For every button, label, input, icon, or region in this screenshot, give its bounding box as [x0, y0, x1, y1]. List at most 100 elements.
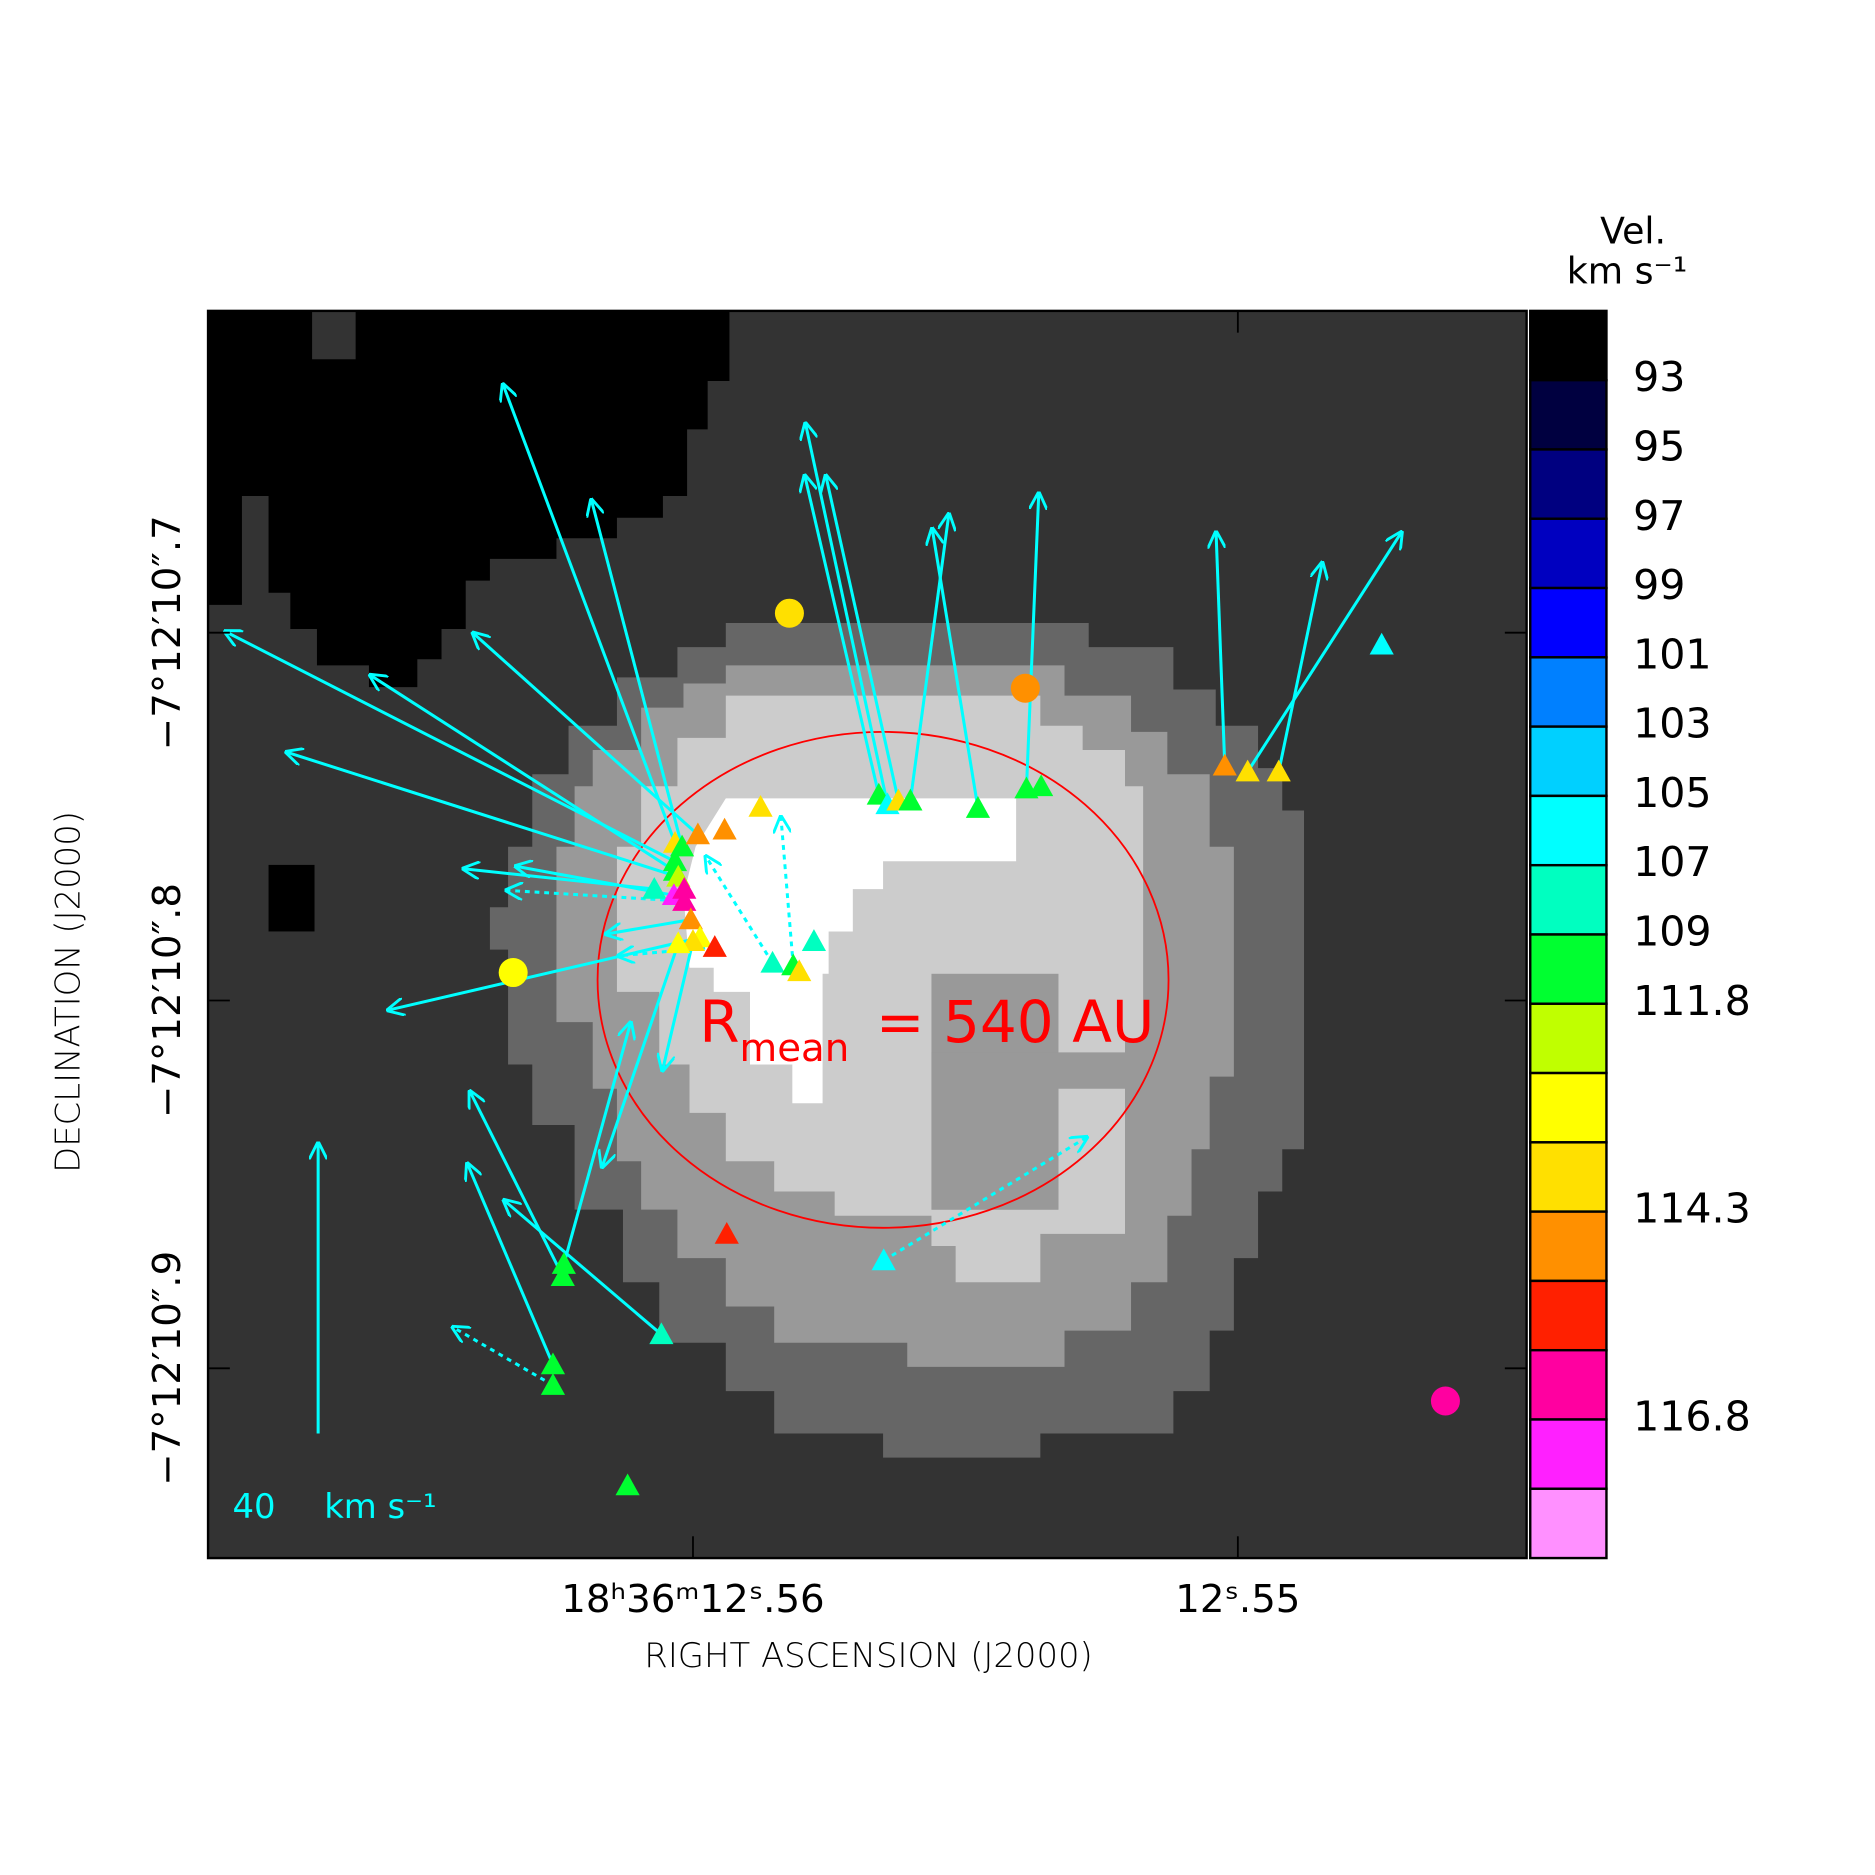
colorbar-label: 111.8 — [1633, 977, 1751, 1025]
maser-spot — [1212, 753, 1237, 776]
maser-spot — [787, 959, 812, 982]
maser-spot — [898, 788, 923, 811]
colorbar-title: Vel. — [1600, 209, 1666, 252]
maser-spot — [550, 1264, 575, 1287]
y-tick-label: −7°12′10″.7 — [145, 515, 190, 750]
proper-motion-arrow — [1216, 532, 1227, 766]
colorbar-box — [1529, 517, 1608, 590]
marks — [225, 384, 1460, 1496]
proper-motion-arrow — [1246, 532, 1402, 773]
annotation: Rmean = 540 AU — [699, 988, 1154, 1071]
annotation-r: R — [699, 988, 739, 1056]
maser-spot — [1266, 759, 1291, 782]
maser-spot — [1369, 632, 1394, 655]
scale-value: 40 — [232, 1487, 275, 1526]
image-peak — [683, 798, 1017, 1104]
colorbar-label: 103 — [1633, 700, 1711, 748]
proper-motion-arrow — [503, 384, 677, 844]
y-tick-label: −7°12′10″.9 — [145, 1251, 190, 1486]
maser-spot — [678, 907, 703, 930]
maser-spot — [666, 931, 691, 954]
maser-spot — [712, 817, 737, 840]
maser-spot — [801, 929, 827, 951]
maser-spot — [774, 598, 804, 628]
maser-spot — [669, 834, 695, 857]
continuum-image — [208, 310, 1527, 1559]
colorbar-label: 99 — [1633, 561, 1685, 609]
maser-spot — [748, 794, 773, 817]
colorbar-box — [1529, 1071, 1608, 1144]
colorbar-label: 93 — [1633, 353, 1685, 401]
proper-motion-arrow — [618, 947, 715, 956]
proper-motion-arrow — [504, 1200, 663, 1336]
colorbar-label: 107 — [1633, 838, 1711, 886]
maser-spot — [649, 1322, 674, 1345]
colorbar-box — [1529, 1348, 1608, 1421]
proper-motion-arrow — [506, 890, 685, 903]
colorbar-label: 114.3 — [1633, 1185, 1751, 1233]
proper-motion-arrow — [370, 675, 676, 873]
proper-motion-arrow — [1024, 493, 1038, 789]
proper-motion-arrow — [908, 514, 948, 801]
colorbar-label: 116.8 — [1633, 1392, 1751, 1440]
colorbar-box — [1529, 794, 1608, 867]
x-axis-title: RIGHT ASCENSION (J2000) — [644, 1636, 1092, 1675]
proper-motion-arrow — [805, 476, 881, 796]
colorbar-box — [1529, 1487, 1608, 1560]
colorbar-box — [1529, 309, 1608, 382]
colorbar-box — [1529, 378, 1608, 451]
image-dark-region — [208, 310, 730, 688]
colorbar-box — [1529, 1141, 1608, 1213]
x-tick-label: 12ˢ.55 — [1175, 1577, 1300, 1622]
maser-spot — [714, 1221, 739, 1244]
proper-motion-arrow — [562, 1023, 631, 1265]
annotation-sub: mean — [740, 1026, 850, 1071]
proper-motion-arrow — [602, 942, 680, 1167]
maser-spot — [551, 1252, 576, 1274]
image-dark-patch — [268, 864, 315, 932]
proper-motion-arrow — [473, 633, 699, 836]
proper-motion-arrow — [663, 940, 695, 1070]
colorbar-label: 97 — [1633, 492, 1685, 540]
scale-unit: km s⁻¹ — [324, 1487, 436, 1526]
x-tick-label: 18ʰ36ᵐ12ˢ.56 — [561, 1577, 824, 1622]
maser-spot — [760, 950, 785, 973]
colorbar-box — [1529, 1002, 1608, 1075]
image-inner-patch-2 — [931, 1052, 1125, 1210]
proper-motion-arrow — [467, 1164, 555, 1366]
maser-spot — [672, 889, 697, 911]
proper-motion-arrow — [286, 752, 679, 879]
maser-spot — [702, 935, 727, 957]
colorbar-box — [1529, 1418, 1608, 1490]
colorbar-box — [1529, 933, 1608, 1005]
colorbar-box — [1529, 1279, 1608, 1352]
maser-spot — [1010, 673, 1040, 703]
colorbar-box — [1529, 725, 1608, 798]
proper-motion-arrow — [826, 476, 900, 802]
colorbar-label: 105 — [1633, 769, 1711, 817]
maser-spot — [540, 1352, 566, 1375]
proper-motion-arrow — [606, 918, 692, 935]
maser-spot — [615, 1473, 640, 1496]
maser-spot — [672, 876, 697, 899]
maser-spot — [685, 822, 710, 845]
y-axis-title: DECLINATION (J2000) — [49, 811, 88, 1173]
colorbar-box — [1529, 448, 1608, 520]
maser-spot — [680, 929, 706, 951]
proper-motion-arrow — [706, 856, 774, 964]
colorbar-box — [1529, 656, 1608, 728]
colorbar-box — [1529, 1210, 1608, 1283]
proper-motion-arrow — [470, 1091, 565, 1278]
plot-frame — [206, 309, 1528, 1560]
colorbar-unit: km s⁻¹ — [1567, 249, 1687, 292]
maser-spot — [642, 876, 667, 899]
proper-motion-arrow — [388, 936, 701, 1011]
maser-spot — [871, 1248, 896, 1271]
proper-motion-arrow — [882, 1137, 1087, 1262]
colorbar-label: 95 — [1633, 422, 1685, 470]
y-tick-label: −7°12′10″.8 — [145, 883, 190, 1118]
image-patch — [312, 310, 356, 360]
proper-motion-arrow — [932, 529, 980, 809]
